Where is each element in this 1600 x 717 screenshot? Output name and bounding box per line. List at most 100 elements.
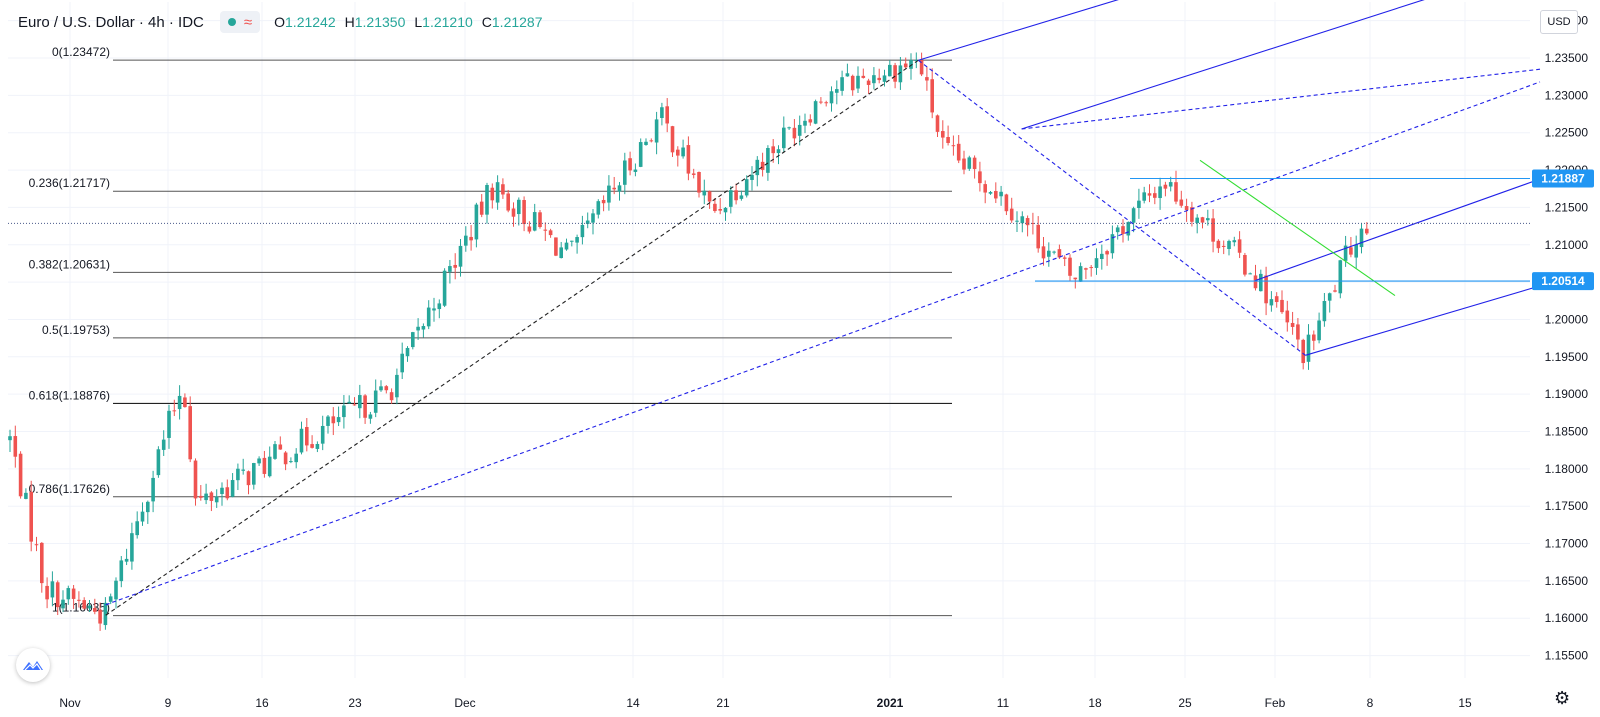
candle-body bbox=[776, 149, 781, 154]
candle-body bbox=[670, 126, 675, 153]
candle-body bbox=[373, 390, 378, 413]
candle bbox=[437, 299, 442, 319]
market-status-badge[interactable]: ≈ bbox=[219, 11, 261, 33]
y-tick-label: 1.19500 bbox=[1545, 350, 1589, 364]
candle-body bbox=[872, 75, 876, 84]
candle-body bbox=[1237, 239, 1242, 253]
candle-body bbox=[1343, 245, 1348, 261]
candle-body bbox=[1259, 273, 1263, 292]
candle-body bbox=[644, 141, 648, 145]
candle bbox=[543, 222, 548, 241]
candle-body bbox=[824, 102, 828, 104]
candle-body bbox=[347, 401, 351, 404]
candle-body bbox=[426, 307, 431, 327]
candle-body bbox=[87, 605, 92, 609]
price-axis[interactable]: 1.240001.235001.230001.225001.220001.215… bbox=[1532, 14, 1594, 663]
candle-body bbox=[532, 212, 537, 231]
candle-body bbox=[432, 308, 436, 311]
ohlc-values: O1.21242 H1.21350 L1.21210 C1.21287 bbox=[274, 14, 542, 30]
currency-button[interactable]: USD bbox=[1540, 10, 1578, 34]
settings-gear-icon[interactable]: ⚙ bbox=[1554, 688, 1571, 708]
candle bbox=[580, 215, 585, 245]
candle bbox=[829, 86, 834, 112]
pitchfork-upper-tine bbox=[918, 0, 1119, 61]
candle-body bbox=[1168, 182, 1173, 187]
candle-body bbox=[888, 64, 892, 77]
candle bbox=[87, 600, 92, 612]
candle-body bbox=[167, 410, 171, 438]
candle-body bbox=[999, 191, 1003, 197]
candle-body bbox=[342, 405, 346, 418]
candle bbox=[1131, 206, 1136, 233]
x-tick-label: 14 bbox=[626, 696, 640, 710]
candle bbox=[1359, 222, 1364, 254]
symbol-title[interactable]: Euro / U.S. Dollar · 4h · IDC bbox=[18, 13, 204, 31]
x-tick-label: 11 bbox=[997, 696, 1010, 710]
candle bbox=[729, 186, 733, 214]
candle bbox=[527, 221, 532, 234]
candle bbox=[1216, 239, 1221, 253]
candle bbox=[310, 435, 314, 449]
candle bbox=[241, 458, 245, 475]
candle-body bbox=[177, 395, 182, 410]
candle-body bbox=[983, 184, 987, 193]
candle-body bbox=[935, 115, 940, 132]
candle-body bbox=[50, 581, 55, 598]
candle-body bbox=[1057, 249, 1062, 258]
candle bbox=[559, 241, 563, 259]
candle bbox=[204, 483, 208, 505]
candle bbox=[442, 268, 447, 308]
candle bbox=[1296, 318, 1300, 350]
candle bbox=[199, 485, 203, 501]
x-tick-label: 21 bbox=[716, 696, 730, 710]
candle bbox=[1041, 236, 1046, 266]
candle bbox=[994, 182, 998, 204]
candle-body bbox=[1365, 228, 1369, 234]
candle-body bbox=[1068, 257, 1072, 276]
grid-lines bbox=[8, 2, 1530, 678]
candle bbox=[124, 548, 129, 566]
candle bbox=[617, 182, 622, 201]
candle bbox=[850, 74, 855, 96]
candle-body bbox=[236, 468, 240, 481]
candle bbox=[1163, 181, 1168, 197]
candlestick-series bbox=[8, 52, 1369, 631]
candle bbox=[877, 68, 881, 84]
candle bbox=[267, 446, 272, 478]
candle bbox=[1237, 231, 1242, 259]
candle-body bbox=[898, 65, 903, 83]
candle bbox=[1365, 222, 1369, 236]
candle bbox=[517, 197, 521, 226]
y-tick-label: 1.20000 bbox=[1545, 312, 1589, 326]
candle-body bbox=[384, 386, 389, 391]
candle-body bbox=[416, 326, 420, 331]
candle-body bbox=[612, 187, 616, 190]
candle-body bbox=[246, 471, 251, 486]
candle-body bbox=[649, 140, 654, 142]
candle bbox=[967, 155, 972, 171]
candle bbox=[633, 163, 638, 177]
candle-body bbox=[1285, 310, 1290, 323]
candle-body bbox=[1333, 290, 1337, 292]
candle bbox=[601, 195, 606, 212]
candle bbox=[93, 598, 97, 615]
candle-body bbox=[903, 63, 908, 68]
candle bbox=[156, 446, 161, 478]
candle bbox=[119, 556, 124, 588]
candle bbox=[474, 202, 479, 248]
candle bbox=[866, 78, 871, 94]
candle bbox=[739, 190, 744, 201]
candle-body bbox=[421, 326, 426, 330]
candle bbox=[172, 399, 177, 417]
candle-body bbox=[956, 143, 961, 161]
candle bbox=[1322, 292, 1327, 327]
candle bbox=[405, 346, 410, 362]
time-axis[interactable]: Nov 9 16 23 Dec 14 21 2021 11 18 25 Feb 8 15 bbox=[59, 696, 1472, 710]
candle-body bbox=[490, 187, 495, 201]
tradingview-logo-icon[interactable] bbox=[16, 648, 50, 682]
ohlc-open: O1.21242 bbox=[274, 14, 336, 30]
candle bbox=[1327, 292, 1332, 313]
candle-body bbox=[660, 107, 664, 119]
candle bbox=[591, 209, 595, 235]
